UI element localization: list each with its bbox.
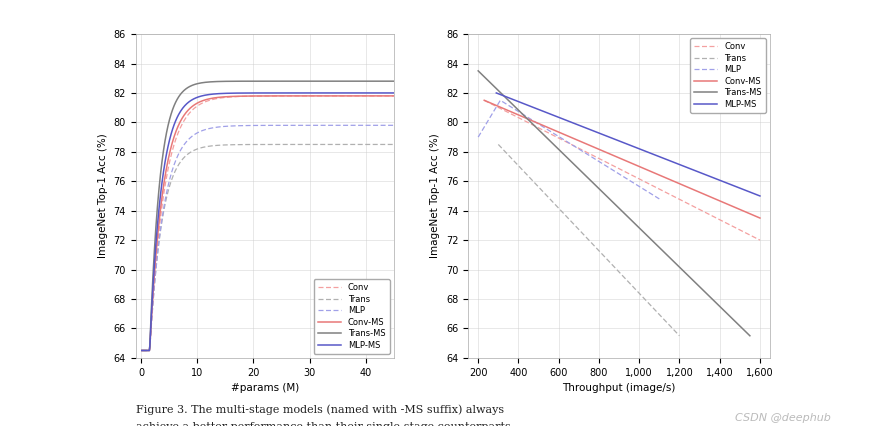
Text: CSDN @deephub: CSDN @deephub (735, 413, 831, 423)
Legend: Conv, Trans, MLP, Conv-MS, Trans-MS, MLP-MS: Conv, Trans, MLP, Conv-MS, Trans-MS, MLP… (690, 38, 766, 113)
Text: Figure 3. The multi-stage models (named with -MS suffix) always: Figure 3. The multi-stage models (named … (136, 405, 504, 415)
Y-axis label: ImageNet Top-1 Acc (%): ImageNet Top-1 Acc (%) (430, 134, 440, 258)
Y-axis label: ImageNet Top-1 Acc (%): ImageNet Top-1 Acc (%) (98, 134, 108, 258)
Text: achieve a better performance than their single-stage counterparts.: achieve a better performance than their … (136, 422, 514, 426)
X-axis label: Throughput (image/s): Throughput (image/s) (563, 383, 676, 393)
Legend: Conv, Trans, MLP, Conv-MS, Trans-MS, MLP-MS: Conv, Trans, MLP, Conv-MS, Trans-MS, MLP… (313, 279, 389, 354)
X-axis label: #params (M): #params (M) (231, 383, 299, 393)
